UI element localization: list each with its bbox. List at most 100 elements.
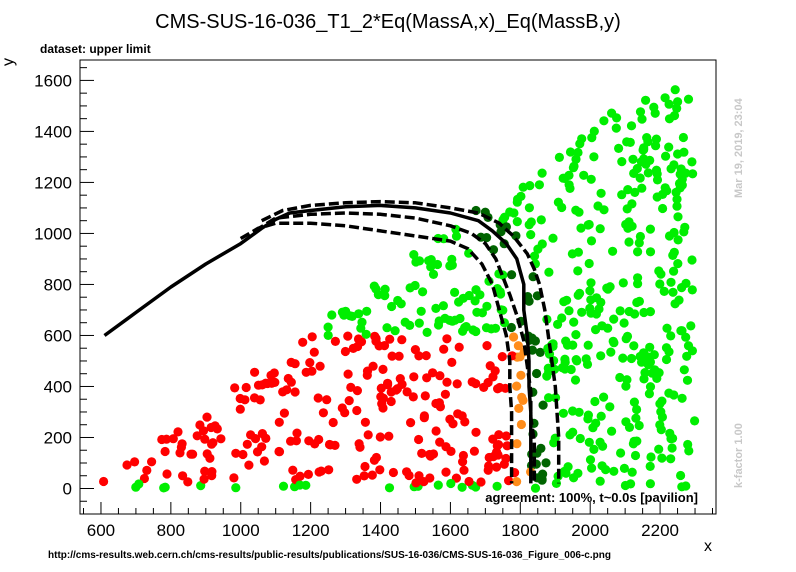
- scatter-point: [290, 387, 300, 397]
- scatter-point: [562, 340, 573, 350]
- scatter-point: [160, 446, 170, 457]
- scatter-point: [352, 386, 362, 396]
- scatter-point: [667, 443, 677, 453]
- scatter-point: [678, 132, 689, 143]
- scatter-point: [419, 411, 429, 421]
- scatter-point: [488, 434, 498, 444]
- scatter-point: [664, 142, 674, 152]
- scatter-point: [599, 205, 609, 215]
- scatter-point: [183, 477, 193, 487]
- scatter-point: [433, 320, 444, 330]
- scatter-point: [229, 473, 239, 483]
- scatter-point: [620, 480, 631, 491]
- scatter-point: [460, 323, 470, 333]
- scatter-point: [288, 465, 298, 475]
- scatter-point: [633, 247, 643, 257]
- scatter-point: [586, 236, 597, 246]
- scatter-point: [673, 235, 683, 245]
- scatter-point: [626, 121, 637, 131]
- scatter-point: [447, 260, 457, 270]
- scatter-point: [573, 147, 583, 158]
- scatter-point: [142, 465, 152, 475]
- scatter-point: [314, 467, 324, 477]
- scatter-point: [411, 478, 421, 488]
- x-tick-label: 1000: [222, 521, 260, 540]
- scatter-point: [238, 449, 248, 460]
- scatter-point: [428, 368, 438, 378]
- scatter-point: [457, 482, 467, 492]
- scatter-point: [525, 181, 535, 191]
- scatter-point: [664, 388, 674, 398]
- scatter-point: [356, 323, 366, 333]
- scatter-point: [676, 470, 686, 481]
- scatter-point: [492, 481, 502, 491]
- scatter-point: [679, 227, 689, 237]
- scatter-point: [388, 467, 398, 478]
- scatter-point: [353, 334, 364, 344]
- scatter-point: [677, 393, 687, 403]
- scatter-point: [402, 467, 412, 477]
- scatter-point: [527, 333, 537, 343]
- axes: 600 800 1000 1200 1400 1600 1800 2000 2200 0 200 40…: [34, 67, 714, 540]
- scatter-point: [457, 411, 467, 421]
- scatter-point: [438, 301, 448, 311]
- scatter-point: [568, 427, 578, 437]
- scatter-point: [560, 364, 570, 374]
- scatter-point: [301, 367, 311, 377]
- scatter-point: [673, 259, 683, 269]
- scatter-point: [599, 116, 609, 126]
- scatter-point: [575, 139, 585, 149]
- scatter-point: [596, 411, 606, 421]
- scatter-point: [654, 266, 664, 276]
- scatter-point: [206, 422, 216, 433]
- scatter-point: [608, 246, 618, 256]
- scatter-point: [688, 169, 698, 179]
- scatter-point: [687, 346, 698, 356]
- scatter-point: [497, 352, 507, 362]
- scatter-point: [662, 323, 672, 333]
- contour-line-2: [260, 199, 561, 484]
- scatter-point: [490, 323, 501, 333]
- scatter-point: [681, 168, 691, 178]
- scatter-point: [231, 448, 241, 458]
- scatter-point: [673, 212, 683, 222]
- scatter-point: [416, 306, 426, 316]
- scatter-point: [511, 381, 522, 391]
- scatter-point: [402, 387, 412, 397]
- scatter-point: [479, 382, 489, 392]
- scatter-point: [406, 418, 416, 428]
- scatter-point: [303, 469, 313, 479]
- scatter-point: [585, 455, 596, 465]
- scatter-point: [168, 434, 178, 444]
- scatter-point: [661, 151, 671, 161]
- scatter-point: [633, 273, 643, 283]
- scatter-point: [624, 217, 634, 227]
- scatter-point: [313, 393, 323, 403]
- scatter-point: [591, 293, 602, 303]
- scatter-point: [512, 217, 522, 227]
- scatter-point: [574, 407, 584, 417]
- scatter-point: [660, 93, 670, 103]
- source-url: http://cms-results.web.cern.ch/cms-resul…: [48, 550, 611, 561]
- x-tick-label: 800: [157, 521, 185, 540]
- scatter-point: [411, 257, 421, 267]
- scatter-point: [617, 190, 627, 200]
- scatter-point: [538, 400, 548, 410]
- scatter-point: [452, 379, 462, 389]
- scatter-point: [529, 251, 540, 261]
- scatter-point: [587, 133, 597, 143]
- scatter-point: [458, 457, 468, 467]
- scatter-point: [629, 436, 639, 446]
- scatter-point: [387, 301, 397, 312]
- x-tick-label: 2200: [641, 521, 679, 540]
- y-tick-label: 400: [44, 377, 72, 396]
- scatter-point: [344, 396, 354, 406]
- scatter-point: [482, 233, 492, 243]
- scatter-point: [440, 389, 450, 399]
- scatter-point: [422, 327, 432, 337]
- scatter-point: [677, 482, 687, 492]
- scatter-point: [570, 375, 581, 385]
- scatter-point: [618, 353, 628, 363]
- scatter-point: [635, 107, 646, 117]
- scatter-point: [261, 433, 271, 443]
